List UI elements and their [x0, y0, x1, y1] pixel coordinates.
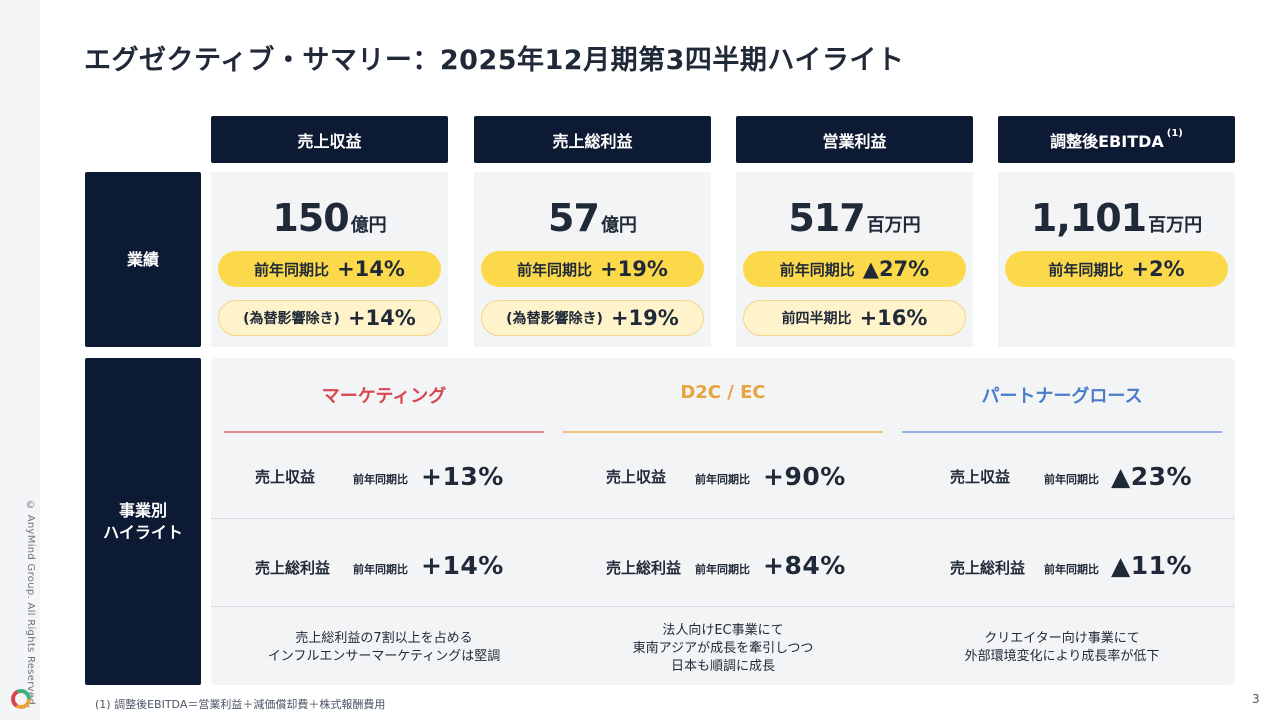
page-number: 3 — [1252, 692, 1260, 706]
yoy-small-label: 前年同期比 — [353, 563, 408, 576]
kpi-number: 1,101 — [1030, 196, 1147, 240]
kpi-card-revenue: 150 億円 前年同期比 +14% (為替影響除き) +14% — [211, 172, 448, 347]
description-line: クリエイター向け事業にて — [984, 631, 1140, 646]
yoy-small-label: 前年同期比 — [1044, 473, 1099, 486]
page-title: エグゼクティブ・サマリー：2025年12月期第3四半期ハイライト — [84, 45, 905, 76]
segment-title-marketing: マーケティング — [321, 386, 447, 407]
metric-label-revenue: 売上収益 — [606, 468, 667, 486]
metric-value-revenue-yoy: +13% — [421, 462, 504, 491]
yoy-pill: 前年同期比 ▲27% — [743, 251, 966, 287]
kpi-unit: 億円 — [350, 215, 387, 236]
fx-adjusted-pill: (為替影響除き) +14% — [218, 300, 441, 336]
pill-label: (為替影響除き) — [243, 311, 340, 327]
pill-value: +14% — [337, 257, 405, 281]
row-divider — [211, 606, 1235, 607]
metric-value-revenue-yoy: +90% — [763, 462, 846, 491]
column-header-label: 調整後EBITDA — [1050, 131, 1164, 151]
yoy-small-label: 前年同期比 — [1044, 563, 1099, 576]
metric-label-revenue: 売上収益 — [255, 468, 316, 486]
fx-adjusted-pill: (為替影響除き) +19% — [481, 300, 704, 336]
metric-value-gross-profit-yoy: ▲11% — [1111, 551, 1193, 580]
segment-underline-partner-growth — [902, 431, 1222, 433]
pill-label: 前年同期比 — [254, 260, 330, 279]
segment-description-partner-growth: クリエイター向け事業にて 外部環境変化により成長率が低下 — [902, 630, 1222, 666]
kpi-number: 150 — [272, 196, 349, 240]
metric-value-revenue-yoy: ▲23% — [1111, 462, 1193, 491]
yoy-small-label: 前年同期比 — [695, 563, 750, 576]
pill-value: +19% — [610, 306, 679, 330]
qoq-pill: 前四半期比 +16% — [743, 300, 966, 336]
segment-title-d2c-ec: D2C / EC — [680, 382, 766, 403]
footnote-marker: (1) — [1166, 128, 1183, 139]
metric-label-revenue: 売上収益 — [950, 468, 1011, 486]
segment-description-d2c-ec: 法人向けEC事業にて 東南アジアが成長を牽引しつつ 日本も順調に成長 — [563, 622, 883, 676]
copyright-text: © AnyMind Group. All Rights Reserved. — [25, 500, 36, 709]
yoy-pill: 前年同期比 +2% — [1005, 251, 1228, 287]
column-header-gross-profit: 売上総利益 — [474, 116, 711, 163]
description-line: 東南アジアが成長を牽引しつつ — [632, 641, 814, 656]
anymind-logo-icon — [11, 689, 31, 709]
footnote: (1) 調整後EBITDA＝営業利益＋減価償却費＋株式報酬費用 — [95, 698, 386, 711]
pill-label: 前年同期比 — [779, 260, 855, 279]
kpi-value: 517 百万円 — [736, 196, 973, 240]
left-sidebar-strip — [0, 0, 40, 720]
description-line: 日本も順調に成長 — [670, 659, 775, 674]
row-header-label: 業績 — [126, 249, 159, 269]
kpi-number: 57 — [548, 196, 600, 240]
kpi-card-gross-profit: 57 億円 前年同期比 +19% (為替影響除き) +19% — [474, 172, 711, 347]
description-line: 外部環境変化により成長率が低下 — [964, 649, 1160, 664]
kpi-card-operating-profit: 517 百万円 前年同期比 ▲27% 前四半期比 +16% — [736, 172, 973, 347]
row-divider — [211, 518, 1235, 519]
kpi-value: 57 億円 — [474, 196, 711, 240]
metric-label-gross-profit: 売上総利益 — [606, 559, 682, 577]
yoy-pill: 前年同期比 +14% — [218, 251, 441, 287]
column-header-adjusted-ebitda: 調整後EBITDA (1) — [998, 116, 1235, 163]
pill-value: +19% — [600, 257, 668, 281]
pill-value: ▲27% — [862, 257, 930, 281]
yoy-small-label: 前年同期比 — [353, 473, 408, 486]
yoy-pill: 前年同期比 +19% — [481, 251, 704, 287]
pill-value: +14% — [347, 306, 416, 330]
column-header-label: 営業利益 — [822, 131, 887, 151]
row-header-segment-highlights: 事業別 ハイライト — [85, 358, 201, 685]
segment-highlights-panel — [211, 358, 1235, 685]
metric-label-gross-profit: 売上総利益 — [950, 559, 1026, 577]
pill-label: 前年同期比 — [1048, 260, 1124, 279]
yoy-small-label: 前年同期比 — [695, 473, 750, 486]
kpi-number: 517 — [788, 196, 865, 240]
kpi-unit: 百万円 — [1148, 215, 1203, 236]
segment-underline-d2c-ec — [563, 431, 883, 433]
row-header-results: 業績 — [85, 172, 201, 347]
segment-description-marketing: 売上総利益の7割以上を占める インフルエンサーマーケティングは堅調 — [224, 630, 544, 666]
kpi-value: 150 億円 — [211, 196, 448, 240]
description-line: 売上総利益の7割以上を占める — [295, 631, 473, 646]
pill-label: 前年同期比 — [517, 260, 593, 279]
pill-label: 前四半期比 — [781, 311, 852, 327]
metric-value-gross-profit-yoy: +14% — [421, 551, 504, 580]
row-header-label-line2: ハイライト — [103, 522, 183, 542]
kpi-unit: 億円 — [600, 215, 637, 236]
column-header-label: 売上総利益 — [552, 131, 633, 151]
column-header-operating-profit: 営業利益 — [736, 116, 973, 163]
kpi-value: 1,101 百万円 — [998, 196, 1235, 240]
pill-label: (為替影響除き) — [506, 311, 603, 327]
kpi-unit: 百万円 — [866, 215, 921, 236]
metric-value-gross-profit-yoy: +84% — [763, 551, 846, 580]
segment-title-partner-growth: パートナーグロース — [981, 386, 1143, 407]
pill-value: +2% — [1131, 257, 1185, 281]
description-line: インフルエンサーマーケティングは堅調 — [267, 649, 501, 664]
kpi-card-adjusted-ebitda: 1,101 百万円 前年同期比 +2% — [998, 172, 1235, 347]
pill-value: +16% — [859, 306, 928, 330]
metric-label-gross-profit: 売上総利益 — [255, 559, 331, 577]
description-line: 法人向けEC事業にて — [662, 623, 784, 638]
column-header-revenue: 売上収益 — [211, 116, 448, 163]
segment-underline-marketing — [224, 431, 544, 433]
column-header-label: 売上収益 — [297, 131, 362, 151]
row-header-label-line1: 事業別 — [118, 500, 167, 520]
